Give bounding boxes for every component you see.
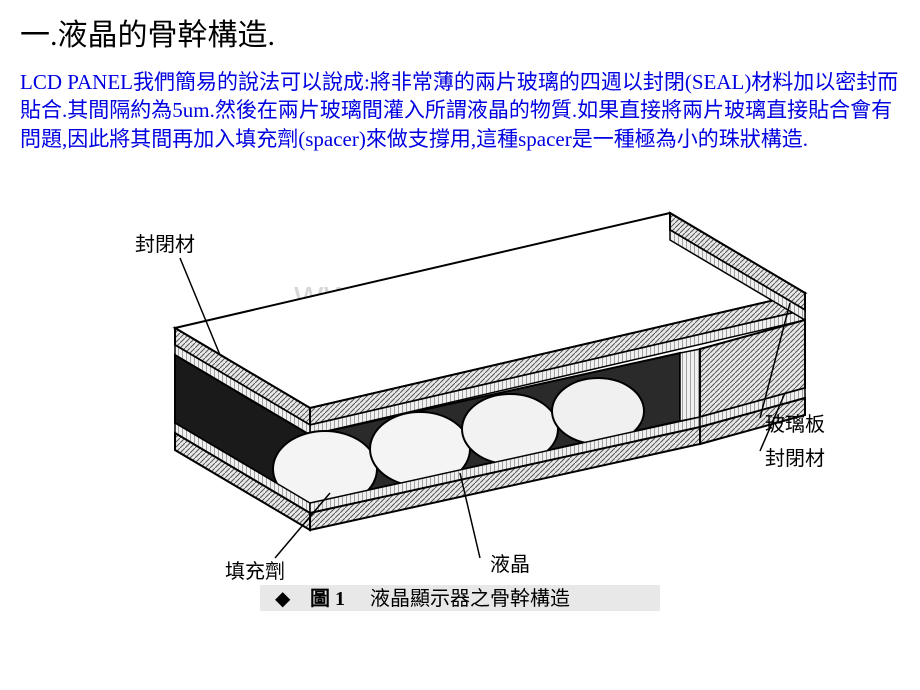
seal-column-right-inner	[680, 349, 700, 421]
figure-container: www.zixin.com.cn	[50, 173, 870, 613]
lcd-structure-diagram: 封閉材 填充劑 液晶 玻璃板 封閉材 ◆ 圖 1 液晶顯示器之骨幹構造	[50, 173, 870, 613]
section-title: 一.液晶的骨幹構造.	[20, 10, 900, 54]
label-liquid-crystal: 液晶	[490, 553, 530, 576]
caption-text: 液晶顯示器之骨幹構造	[370, 586, 570, 610]
label-spacer: 填充劑	[225, 560, 285, 583]
label-glass-plate: 玻璃板	[765, 413, 825, 436]
document-page: 一.液晶的骨幹構造. LCD PANEL我們簡易的說法可以說成:將非常薄的兩片玻…	[0, 0, 920, 690]
caption-number: 圖 1	[310, 587, 345, 610]
caption-marker: ◆	[275, 588, 291, 610]
label-seal-left: 封閉材	[135, 233, 195, 256]
body-paragraph: LCD PANEL我們簡易的說法可以說成:將非常薄的兩片玻璃的四週以封閉(SEA…	[20, 68, 900, 153]
label-seal-right: 封閉材	[765, 447, 825, 470]
